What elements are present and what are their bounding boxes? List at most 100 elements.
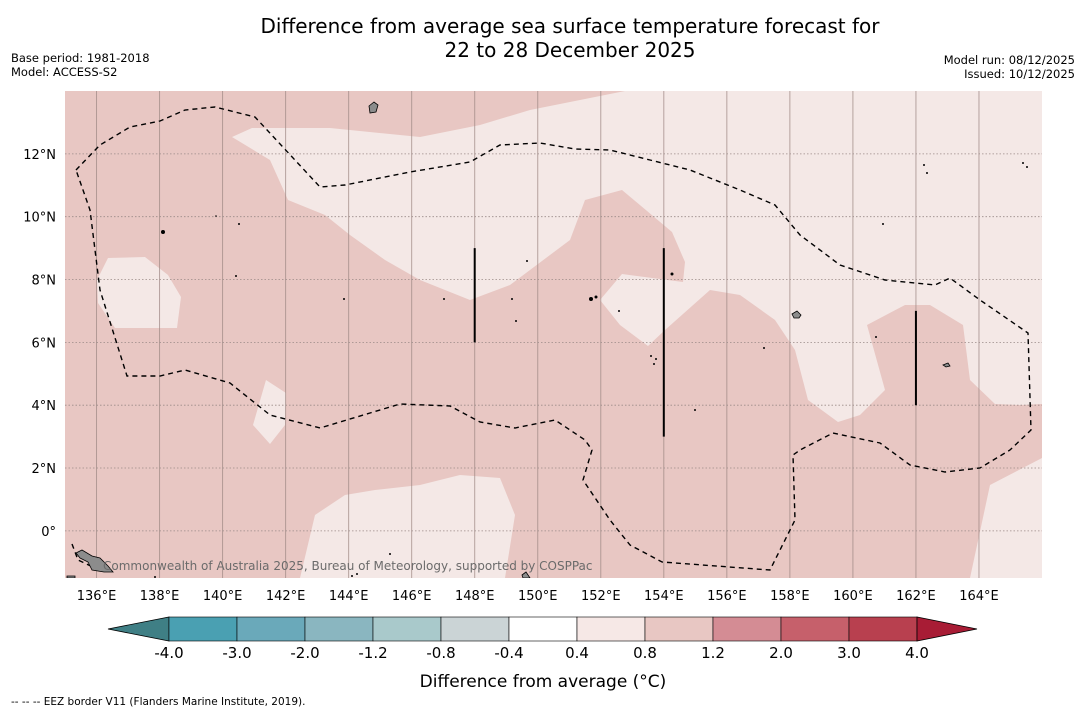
map-plot-area: Commonwealth of Australia 2025, Bureau o… [65, 91, 1042, 578]
light-region-north [232, 91, 1042, 422]
colorbar-tick-label: -4.0 [154, 644, 183, 662]
eez-border-north [75, 106, 1032, 571]
colorbar-swatch [440, 616, 510, 642]
colorbar-swatch [508, 616, 578, 642]
colorbar-tick-label: 0.8 [633, 644, 657, 662]
atoll [694, 409, 696, 411]
longitude-tick-label: 158°E [770, 589, 810, 604]
longitude-tick-label: 144°E [329, 589, 369, 604]
atoll [389, 553, 391, 555]
atoll [1022, 162, 1024, 164]
island-new-guinea-tip [75, 549, 114, 573]
colorbar-extend-low [107, 616, 170, 642]
colorbar-tick-label: -3.0 [222, 644, 251, 662]
colorbar-tick-label: -0.4 [494, 644, 523, 662]
longitude-tick-label: 142°E [266, 589, 306, 604]
atoll [154, 576, 156, 578]
colorbar-swatch [644, 616, 714, 642]
longitude-tick-label: 152°E [581, 589, 621, 604]
atoll [1026, 166, 1028, 168]
colorbar-extend-high [916, 616, 978, 642]
latitude-tick-label: 6°N [32, 336, 57, 351]
atoll [443, 298, 445, 300]
chart-title: Difference from average sea surface temp… [160, 14, 980, 62]
longitude-tick-label: 138°E [140, 589, 180, 604]
chart-title-line-1: Difference from average sea surface temp… [260, 14, 880, 38]
atoll [594, 295, 598, 299]
colorbar-swatch [304, 616, 374, 642]
atoll [875, 336, 877, 338]
colorbar-tick-label: 0.4 [565, 644, 589, 662]
atoll [655, 358, 657, 360]
atoll [926, 172, 928, 174]
eez-footnote: -- -- -- EEZ border V11 (Flanders Marine… [11, 696, 306, 708]
longitude-tick-label: 148°E [455, 589, 495, 604]
colorbar-swatch [168, 616, 238, 642]
atoll [238, 223, 240, 225]
latitude-tick-label: 2°N [32, 462, 57, 477]
atoll [618, 310, 620, 312]
longitude-tick-label: 162°E [896, 589, 936, 604]
colorbar-tick-label: 3.0 [837, 644, 861, 662]
copyright-text: Commonwealth of Australia 2025, Bureau o… [103, 559, 593, 573]
colorbar-swatch [780, 616, 850, 642]
light-region-southeast [970, 458, 1042, 578]
atoll [343, 298, 345, 300]
base-period-text: Base period: 1981-2018 [11, 51, 150, 65]
longitude-tick-label: 150°E [518, 589, 558, 604]
colorbar-tick-label: 1.2 [701, 644, 725, 662]
islands [66, 101, 951, 578]
colorbar-swatch [848, 616, 918, 642]
colorbar-tick-label: -2.0 [290, 644, 319, 662]
atoll [515, 320, 517, 322]
latitude-tick-labels: 12°N 10°N 8°N 6°N 4°N 2°N 0° [23, 148, 56, 540]
region-markers [473, 248, 917, 437]
colorbar [107, 616, 978, 642]
run-info: Model run: 08/12/2025 Issued: 10/12/2025 [944, 53, 1075, 81]
light-region-south [300, 475, 515, 578]
colorbar-tick-label: 4.0 [905, 644, 929, 662]
colorbar-title: Difference from average (°C) [420, 672, 667, 692]
latitude-tick-label: 4°N [32, 399, 57, 414]
longitude-tick-label: 156°E [707, 589, 747, 604]
island-south [521, 571, 531, 578]
atoll [351, 575, 353, 577]
model-name-text: Model: ACCESS-S2 [11, 65, 118, 79]
chart-title-line-2: 22 to 28 December 2025 [444, 38, 696, 62]
longitude-gridlines [96, 91, 980, 578]
model-info: Base period: 1981-2018 Model: ACCESS-S2 [11, 51, 150, 79]
colorbar-swatch [576, 616, 646, 642]
colorbar-tick-labels: -4.0 -3.0 -2.0 -1.2 -0.8 -0.4 0.4 0.8 1.2 2.0 3.0 4… [154, 644, 929, 662]
atoll [215, 215, 217, 217]
atoll [763, 347, 765, 349]
model-run-text: Model run: 08/12/2025 [943, 53, 1075, 67]
longitude-tick-label: 136°E [77, 589, 117, 604]
island-north [368, 101, 379, 114]
longitude-tick-label: 140°E [203, 589, 243, 604]
latitude-tick-label: 10°N [23, 211, 56, 226]
longitude-tick-label: 164°E [959, 589, 999, 604]
colorbar-swatch [372, 616, 442, 642]
atoll [882, 223, 884, 225]
island-east-small [942, 362, 951, 368]
longitude-tick-label: 154°E [644, 589, 684, 604]
atoll [670, 272, 674, 276]
island-east [791, 310, 802, 319]
atoll [511, 298, 513, 300]
atoll [653, 363, 655, 365]
latitude-tick-label: 12°N [23, 148, 56, 163]
latitude-tick-label: 0° [41, 525, 56, 540]
atoll [235, 275, 237, 277]
colorbar-tick-label: 2.0 [769, 644, 793, 662]
light-region-small [253, 380, 286, 444]
longitude-tick-labels: 136°E 138°E 140°E 142°E 144°E 146°E 148°E 150°E… [77, 589, 999, 604]
colorbar-tick-label: -0.8 [426, 644, 455, 662]
atoll [650, 355, 652, 357]
atoll [356, 573, 358, 575]
atoll [161, 230, 165, 234]
latitude-tick-label: 8°N [32, 274, 57, 289]
colorbar-swatch [712, 616, 782, 642]
colorbar-tick-label: -1.2 [358, 644, 387, 662]
atolls [154, 162, 1028, 578]
